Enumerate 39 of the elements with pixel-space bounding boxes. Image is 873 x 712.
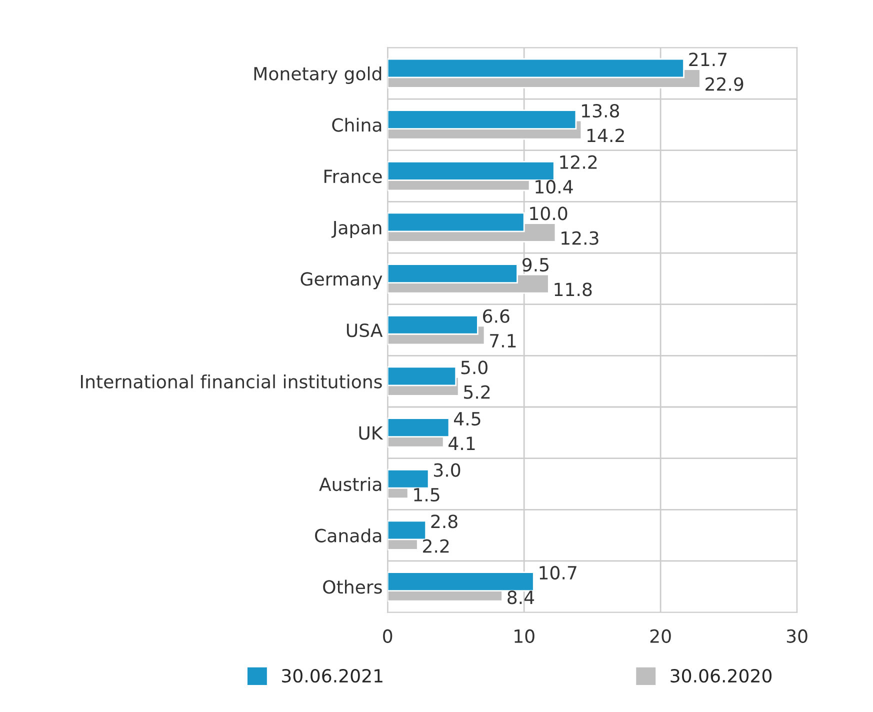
y-tick-label: USA	[346, 323, 383, 338]
x-tick-label: 30	[786, 629, 808, 643]
y-tick-label: Monetary gold	[254, 66, 382, 84]
data-label: 10.0	[530, 206, 568, 220]
data-label: 9.5	[522, 258, 548, 272]
y-tick-label: Others	[323, 580, 382, 594]
data-label: 7.1	[490, 334, 516, 348]
data-label: 5.0	[461, 360, 488, 374]
data-label: 13.8	[582, 104, 620, 118]
legend-label: 30.06.2020	[670, 668, 772, 683]
data-label: 4.5	[454, 412, 480, 426]
data-label: 3.0	[434, 463, 460, 477]
y-tick-label: Canada	[315, 528, 382, 542]
data-label: 22.9	[706, 77, 744, 91]
y-tick-label: China	[332, 118, 382, 132]
y-tick-label: France	[324, 170, 382, 184]
y-tick-label: Japan	[331, 221, 382, 238]
data-label: 14.2	[587, 128, 624, 142]
data-label: 1.5	[414, 488, 440, 502]
data-label: 11.8	[554, 282, 592, 296]
y-tick-label: Germany	[300, 272, 382, 290]
data-label: 5.2	[464, 385, 490, 399]
data-label: 2.8	[431, 514, 458, 528]
data-label: 12.3	[562, 231, 598, 245]
data-label: 8.4	[508, 590, 534, 604]
data-label: 10.7	[540, 566, 576, 580]
y-tick-label: Austria	[319, 477, 382, 492]
x-tick-label: 10	[514, 629, 534, 643]
x-tick-label: 20	[650, 629, 671, 643]
x-tick-label: 0	[383, 629, 392, 643]
data-label: 21.7	[689, 52, 727, 66]
y-tick-label: UK	[359, 426, 384, 440]
data-label: 4.1	[448, 436, 475, 450]
data-label: 2.2	[423, 539, 449, 553]
data-label: 10.4	[536, 180, 573, 194]
legend-label: 30.06.2021	[282, 668, 382, 683]
data-label: 12.2	[560, 155, 597, 169]
data-label: 6.6	[483, 309, 510, 323]
y-tick-label: International financial institutions	[80, 374, 382, 388]
